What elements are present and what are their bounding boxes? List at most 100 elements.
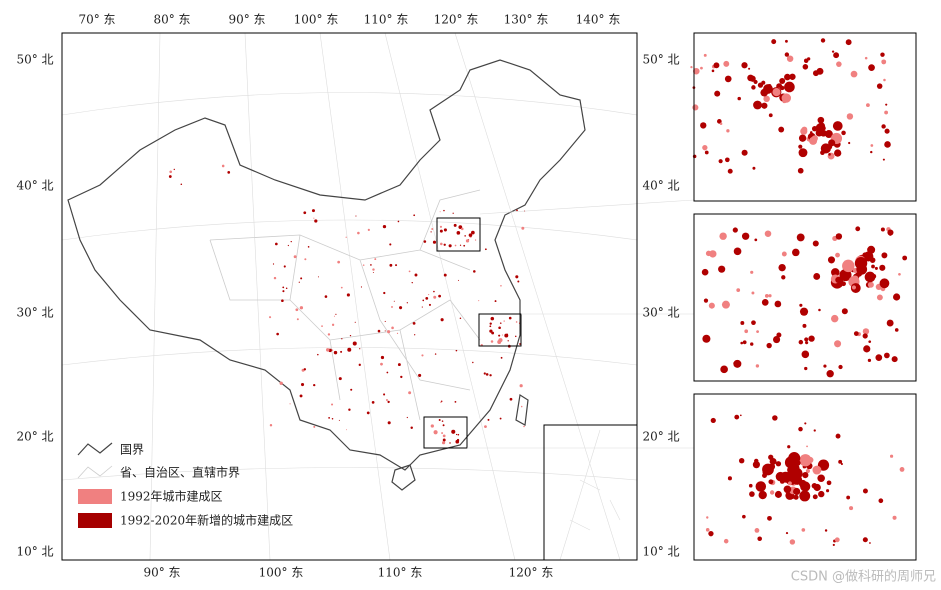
urban-patch <box>882 158 885 161</box>
urban-patch <box>850 70 858 78</box>
urban-patch <box>817 474 825 483</box>
urban-patch <box>799 303 803 307</box>
urban-patch <box>366 411 370 415</box>
urban-patch <box>443 243 446 246</box>
urban-patch <box>442 434 446 438</box>
urban-patch <box>338 419 340 421</box>
urban-patch <box>478 300 480 302</box>
urban-patch <box>397 363 401 367</box>
urban-patch <box>755 364 760 368</box>
urban-patch <box>841 281 846 287</box>
urban-patch <box>884 141 891 148</box>
urban-patch <box>784 81 795 93</box>
urban-patch <box>778 126 785 133</box>
urban-patch <box>798 148 808 158</box>
urban-patch <box>784 456 798 469</box>
urban-patch <box>328 416 331 419</box>
urban-patch <box>272 263 275 265</box>
urban-patch <box>803 58 809 63</box>
urban-patch <box>764 293 769 298</box>
urban-patch <box>703 53 707 57</box>
urban-patch <box>414 273 418 277</box>
urban-patch <box>498 338 503 343</box>
legend-icon-1992 <box>78 489 112 504</box>
coord-label: 10° 北 <box>16 545 53 559</box>
urban-patch <box>763 95 770 103</box>
urban-patch <box>751 85 756 90</box>
urban-patch <box>372 271 374 273</box>
urban-patch <box>346 429 348 431</box>
urban-patch <box>451 429 456 434</box>
urban-patch <box>725 157 730 163</box>
urban-patch <box>741 62 748 69</box>
urban-patch <box>397 220 400 223</box>
urban-patch <box>295 308 299 312</box>
urban-patch <box>431 228 434 230</box>
urban-patch <box>862 488 868 494</box>
urban-patch <box>753 100 762 110</box>
urban-patch <box>751 320 756 326</box>
urban-patch <box>767 515 772 521</box>
urban-patch <box>832 121 843 131</box>
urban-patch <box>786 470 795 479</box>
urban-patch <box>702 334 711 343</box>
urban-patch <box>778 263 786 272</box>
urban-patch <box>887 229 894 236</box>
urban-patch <box>781 251 787 257</box>
urban-patch <box>841 308 848 315</box>
coord-label: 120° 东 <box>434 13 479 27</box>
urban-patch <box>494 300 497 303</box>
urban-patch <box>773 335 781 344</box>
urban-areas <box>168 38 908 547</box>
urban-patch <box>772 415 778 421</box>
urban-patch <box>400 375 403 379</box>
urban-patch <box>855 226 861 232</box>
urban-patch <box>835 233 843 240</box>
urban-patch <box>304 258 307 261</box>
urban-patch <box>737 96 741 101</box>
legend-label: 1992-2020年新增的城市建成区 <box>120 513 293 528</box>
urban-patch <box>703 298 709 303</box>
urban-patch <box>813 429 816 432</box>
urban-patch <box>802 323 807 328</box>
urban-patch <box>879 278 890 289</box>
urban-patch <box>408 391 412 395</box>
urban-patch <box>827 256 836 264</box>
urban-patch <box>834 149 842 157</box>
urban-patch <box>854 257 868 270</box>
coord-label: 50° 北 <box>16 53 53 67</box>
urban-patch <box>701 268 709 276</box>
urban-patch <box>276 332 279 336</box>
urban-patch <box>503 320 505 322</box>
urban-patch <box>355 215 357 217</box>
urban-patch <box>490 340 494 343</box>
inset-guangzhou <box>693 393 917 561</box>
urban-patch <box>517 280 520 283</box>
urban-patch <box>453 223 457 227</box>
urban-patch <box>708 302 715 309</box>
urban-patch <box>789 73 796 80</box>
urban-patch <box>362 264 365 266</box>
urban-patch <box>769 457 777 465</box>
urban-patch <box>438 294 441 298</box>
urban-patch <box>801 528 806 532</box>
urban-patch <box>740 341 744 345</box>
urban-patch <box>411 282 413 284</box>
urban-patch <box>367 228 370 232</box>
urban-patch <box>800 481 811 492</box>
urban-patch <box>846 495 851 500</box>
urban-patch <box>733 361 737 365</box>
leader-line <box>479 199 695 215</box>
urban-patch <box>738 457 745 464</box>
urban-patch <box>440 242 443 246</box>
urban-patch <box>438 418 441 421</box>
urban-patch <box>820 150 825 155</box>
urban-patch <box>439 229 443 233</box>
urban-patch <box>795 460 801 466</box>
urban-patch <box>892 515 897 520</box>
urban-patch <box>389 263 393 267</box>
urban-patch <box>799 454 812 467</box>
urban-patch <box>386 371 389 374</box>
urban-patch <box>781 275 786 280</box>
